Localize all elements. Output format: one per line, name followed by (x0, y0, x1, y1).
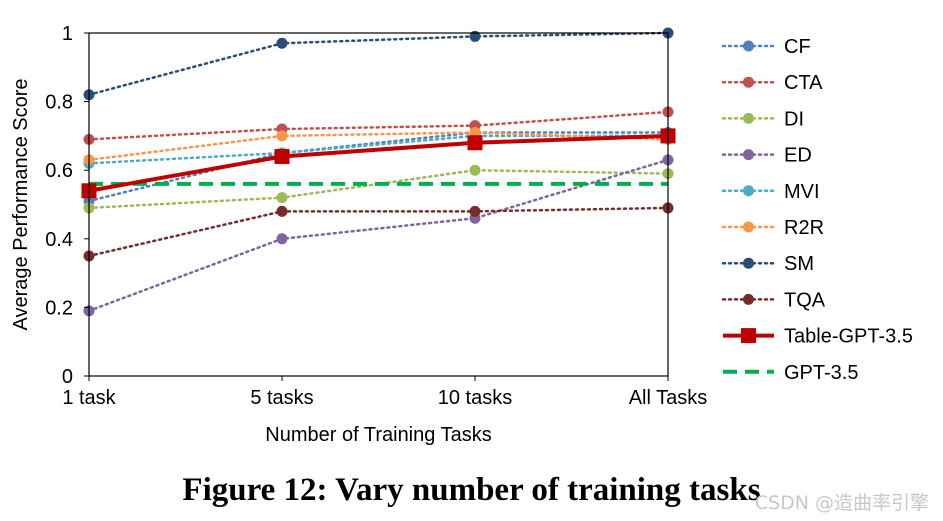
y-tick-label: 1 (62, 23, 73, 45)
series-line (87, 206, 670, 258)
y-tick-label: 0.6 (45, 160, 73, 182)
figure-caption: Figure 12: Vary number of training tasks (182, 472, 761, 508)
data-point (276, 205, 288, 217)
x-tick-label: 5 tasks (250, 387, 313, 409)
data-point (276, 192, 288, 204)
legend-marker (743, 257, 754, 269)
y-axis-title: Average Performance Score (10, 79, 32, 331)
x-axis-title: Number of Training Tasks (265, 424, 491, 446)
y-tick-label: 0 (62, 366, 73, 388)
data-point (469, 30, 481, 42)
x-tick-label: 1 task (62, 387, 116, 409)
legend-marker (743, 149, 754, 161)
y-tick-label: 0.4 (45, 229, 73, 251)
series-line (87, 131, 670, 203)
legend-label: ED (784, 145, 812, 167)
legend-label: CF (784, 36, 811, 58)
data-point (469, 126, 481, 138)
legend-marker (743, 221, 754, 233)
legend-marker (743, 112, 754, 124)
x-tick-label: 10 tasks (438, 387, 512, 409)
series-line (87, 110, 670, 141)
series-sm (83, 27, 674, 101)
plot-area (81, 27, 676, 317)
data-point (276, 37, 288, 49)
legend: CF CTA DI ED MVI R2R SM TQA Table-GPT-3.5 GPT-3.5 (721, 36, 913, 384)
legend-label: CTA (784, 72, 823, 94)
watermark: CSDN @造曲率引擎 (754, 492, 929, 514)
legend-item: ED (721, 145, 812, 167)
y-tick-label: 0.8 (45, 92, 73, 114)
legend-marker (743, 293, 754, 305)
series-line (87, 134, 670, 165)
legend-item: DI (721, 108, 804, 130)
legend-item: R2R (721, 217, 824, 239)
legend-item: SM (721, 253, 814, 275)
data-point (276, 130, 288, 142)
data-point (276, 233, 288, 245)
series-table-gpt-3-5 (81, 128, 676, 199)
data-point (274, 148, 290, 164)
legend-item: CF (721, 36, 811, 58)
line-chart: 0 0.2 0.4 0.6 0.8 1 1 task 5 tasks 10 tasks All T… (10, 23, 913, 446)
series-ed (83, 154, 674, 317)
x-tick-label: All Tasks (629, 387, 708, 409)
legend-label: Table-GPT-3.5 (784, 326, 913, 348)
series-line (87, 158, 670, 313)
data-point (469, 205, 481, 217)
series-line (87, 131, 670, 162)
plot-frame (88, 32, 669, 377)
axes: 0 0.2 0.4 0.6 0.8 1 1 task 5 tasks 10 tasks All T… (10, 23, 707, 446)
legend-marker (743, 185, 754, 197)
data-point (467, 135, 483, 151)
series-tqa (83, 202, 674, 262)
legend-item: CTA (721, 72, 823, 94)
legend-label: TQA (784, 289, 826, 311)
y-tick-label: 0.2 (45, 297, 73, 319)
legend-marker (743, 76, 754, 88)
legend-item: TQA (721, 289, 826, 311)
legend-marker (743, 40, 754, 52)
legend-label: GPT-3.5 (784, 362, 858, 384)
legend-item: Table-GPT-3.5 (723, 326, 913, 348)
legend-label: MVI (784, 181, 820, 203)
legend-label: R2R (784, 217, 824, 239)
legend-item: GPT-3.5 (723, 362, 858, 384)
data-point (469, 164, 481, 176)
legend-item: MVI (721, 181, 820, 203)
series-di (83, 164, 674, 214)
series-line (87, 31, 670, 96)
legend-label: SM (784, 253, 814, 275)
series-line (88, 133, 669, 193)
legend-marker (741, 328, 756, 344)
legend-label: DI (784, 108, 804, 130)
